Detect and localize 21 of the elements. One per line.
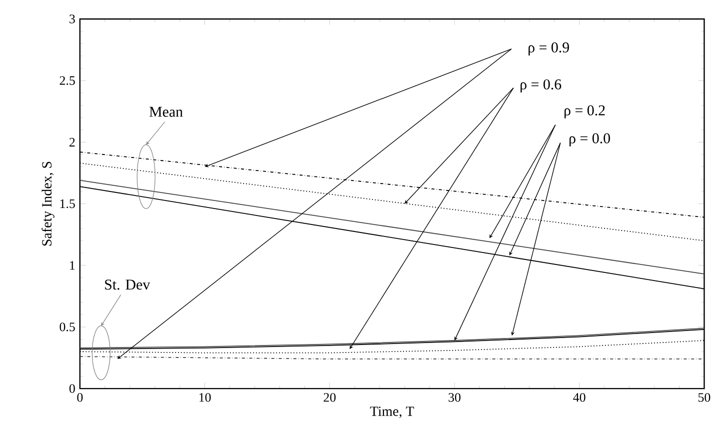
annotation: ρ = 0.2 xyxy=(564,106,605,119)
annotation: St. Dev xyxy=(105,280,150,290)
x-axis-title: Time, T xyxy=(370,406,414,418)
y-tick-label: 0 xyxy=(69,384,75,394)
x-tick-label: 50 xyxy=(698,393,710,402)
y-tick-label: 2 xyxy=(70,138,75,147)
y-tick-label: 1 xyxy=(70,261,75,270)
x-tick-label: 0 xyxy=(77,393,83,402)
x-tick-label: 40 xyxy=(573,393,586,402)
x-tick-label: 20 xyxy=(324,393,336,402)
y-tick-label: 2.5 xyxy=(60,76,75,86)
y-tick-label: 3 xyxy=(70,14,75,24)
y-tick-label: 1.5 xyxy=(60,200,75,208)
x-tick-label: 30 xyxy=(448,393,460,402)
annotation: ρ = 0.0 xyxy=(570,134,610,147)
y-tick-label: 0.5 xyxy=(60,322,75,332)
x-tick-label: 10 xyxy=(199,393,211,402)
y-axis-title: Safety Index, S xyxy=(42,162,54,246)
annotation: Mean xyxy=(149,107,183,118)
annotation: ρ = 0.6 xyxy=(520,80,562,93)
annotation: ρ = 0.9 xyxy=(528,42,569,56)
